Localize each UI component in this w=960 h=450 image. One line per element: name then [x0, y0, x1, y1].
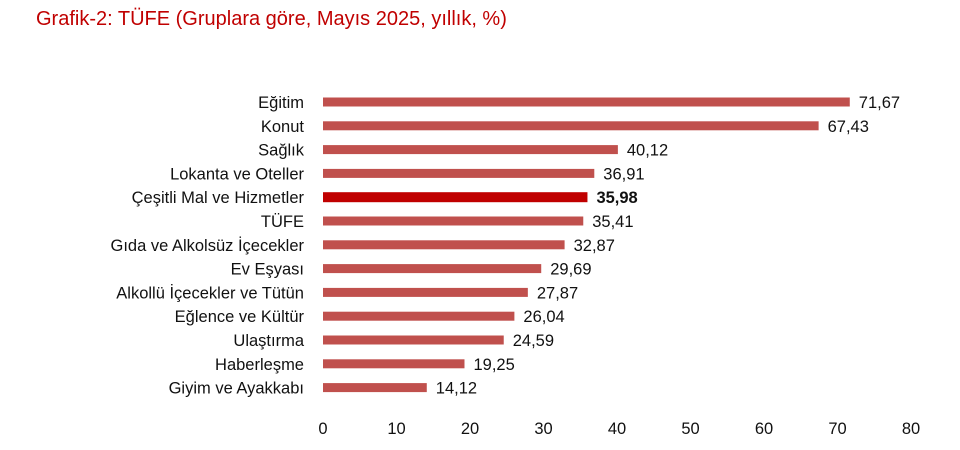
value-label: 32,87 [574, 237, 615, 255]
category-label: Sağlık [258, 142, 305, 160]
x-tick-label: 20 [461, 420, 479, 438]
category-label: Çeşitli Mal ve Hizmetler [132, 189, 305, 207]
x-tick-label: 0 [318, 420, 327, 438]
category-label: TÜFE [261, 213, 304, 231]
bar [323, 287, 528, 297]
category-label: Ev Eşyası [231, 261, 304, 279]
category-label: Lokanta ve Oteller [170, 165, 304, 183]
value-label: 71,67 [859, 94, 900, 112]
value-label: 29,69 [550, 261, 591, 279]
value-label: 19,25 [473, 356, 514, 374]
value-label: 40,12 [627, 142, 668, 160]
category-label: Giyim ve Ayakkabı [169, 380, 304, 398]
category-label: Haberleşme [215, 356, 304, 374]
bar [323, 383, 427, 393]
value-label: 14,12 [436, 380, 477, 398]
bar [323, 311, 515, 321]
category-label: Eğlence ve Kültür [175, 308, 305, 326]
category-label: Ulaştırma [233, 332, 304, 350]
bar [323, 359, 465, 369]
bar [323, 121, 819, 131]
category-label: Alkollü İçecekler ve Tütün [116, 283, 304, 302]
chart-title: Grafik-2: TÜFE (Gruplara göre, Mayıs 202… [36, 8, 507, 30]
x-tick-label: 80 [902, 420, 920, 438]
bar [323, 168, 595, 178]
bar [323, 145, 618, 155]
bar [323, 335, 504, 345]
bar [323, 216, 584, 226]
value-label: 27,87 [537, 284, 578, 302]
x-tick-label: 60 [755, 420, 773, 438]
value-label: 67,43 [828, 118, 869, 136]
x-tick-label: 10 [387, 420, 405, 438]
bar [323, 240, 565, 250]
category-label: Gıda ve Alkolsüz İçecekler [110, 236, 304, 255]
value-label: 24,59 [513, 332, 554, 350]
bar [323, 97, 850, 107]
x-tick-label: 50 [681, 420, 699, 438]
value-label: 35,41 [592, 213, 633, 231]
value-label: 26,04 [523, 308, 564, 326]
value-label: 36,91 [603, 165, 644, 183]
value-label: 35,98 [596, 189, 637, 207]
bar [323, 192, 588, 203]
category-label: Konut [261, 118, 305, 136]
x-tick-label: 70 [828, 420, 846, 438]
category-label: Eğitim [258, 94, 304, 112]
x-tick-label: 40 [608, 420, 626, 438]
x-tick-label: 30 [534, 420, 552, 438]
bar [323, 264, 542, 274]
